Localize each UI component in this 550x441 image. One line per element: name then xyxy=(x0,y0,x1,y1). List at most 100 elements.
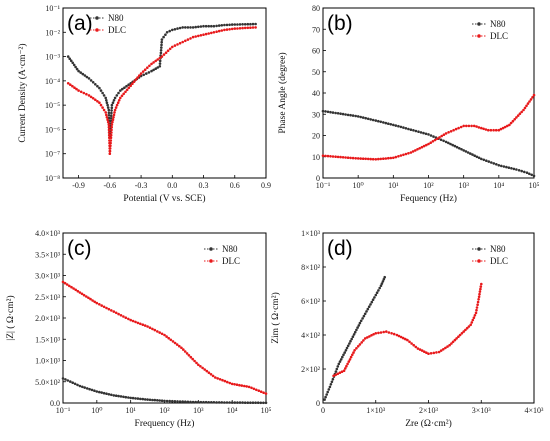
x-tick-label: 10⁻¹ xyxy=(56,406,71,415)
data-point xyxy=(151,327,154,331)
data-point xyxy=(383,275,387,279)
data-point xyxy=(82,91,86,95)
data-point xyxy=(120,94,124,98)
data-point xyxy=(66,379,70,382)
data-point xyxy=(252,387,256,391)
panel-label: (a) xyxy=(67,12,93,35)
data-point xyxy=(114,106,118,109)
data-point xyxy=(460,148,463,151)
data-point xyxy=(156,399,159,402)
data-point xyxy=(189,400,192,404)
data-point xyxy=(247,385,251,389)
data-point xyxy=(352,333,356,336)
y-tick-label: 0 xyxy=(316,399,320,408)
data-point xyxy=(74,288,77,292)
data-point xyxy=(109,136,113,140)
x-axis-label: Zre (Ω·cm²) xyxy=(405,418,452,429)
data-point xyxy=(158,65,162,68)
data-point xyxy=(167,336,170,340)
data-point xyxy=(354,157,358,160)
data-point xyxy=(181,400,184,403)
data-point xyxy=(223,401,226,404)
data-point xyxy=(241,23,244,26)
data-point xyxy=(165,31,169,34)
data-point xyxy=(129,318,132,322)
y-tick-label: 10⁻² xyxy=(45,28,60,37)
data-point xyxy=(85,75,89,79)
data-point xyxy=(327,388,331,391)
data-point xyxy=(106,120,110,124)
data-point xyxy=(209,373,213,376)
data-point xyxy=(356,157,360,160)
panel-c: 10⁻¹ 10⁰ 10¹ 10² 10³ 10⁴ 10⁵ 0.0 5.0×10² 1.0×10³ 1… xyxy=(5,229,272,429)
data-point xyxy=(236,27,239,30)
data-point xyxy=(475,306,479,309)
data-point xyxy=(113,111,116,114)
series-dlc xyxy=(321,93,536,161)
data-point xyxy=(487,160,491,163)
x-tick-label: -0.3 xyxy=(135,181,148,190)
data-point xyxy=(110,393,113,397)
data-point xyxy=(225,28,229,31)
data-point xyxy=(487,128,490,132)
data-point xyxy=(321,154,325,157)
data-point xyxy=(204,32,208,36)
data-point xyxy=(70,285,73,289)
data-point xyxy=(243,384,246,388)
data-point xyxy=(433,138,437,142)
x-tick-label: 1×10³ xyxy=(366,406,386,415)
data-point xyxy=(111,120,114,124)
data-point xyxy=(334,155,337,158)
data-point xyxy=(109,133,113,137)
data-point xyxy=(341,156,345,159)
data-point xyxy=(362,339,365,342)
data-point xyxy=(64,378,67,381)
data-point xyxy=(168,47,172,51)
data-point xyxy=(409,151,413,154)
data-point xyxy=(75,67,79,71)
data-point xyxy=(136,397,140,400)
data-point xyxy=(436,137,439,140)
data-point xyxy=(334,370,338,373)
data-point xyxy=(372,333,375,336)
data-point xyxy=(117,99,121,102)
data-point xyxy=(507,166,511,169)
panel-a: -0.9 -0.6 -0.3 0.0 0.3 0.6 0.9 10⁻⁸ 10⁻⁷ 10⁻⁶ 10⁻⁵… xyxy=(17,4,271,204)
data-point xyxy=(332,374,335,378)
data-point xyxy=(197,34,200,38)
data-point xyxy=(163,399,166,403)
data-point xyxy=(230,382,234,386)
data-point xyxy=(357,324,361,327)
data-point xyxy=(454,127,458,131)
data-point xyxy=(158,62,162,65)
data-point xyxy=(246,26,250,30)
data-point xyxy=(485,159,488,162)
data-point xyxy=(243,26,247,30)
data-point xyxy=(254,401,257,405)
data-point xyxy=(207,24,210,28)
data-point xyxy=(210,401,213,404)
legend-marker xyxy=(477,34,481,38)
x-tick-label: 10⁵ xyxy=(261,406,272,415)
x-tick-label: 0 xyxy=(321,406,325,415)
data-point xyxy=(336,155,340,159)
data-point xyxy=(344,349,348,352)
data-point xyxy=(505,165,508,169)
data-point xyxy=(68,57,71,60)
data-point xyxy=(414,129,418,133)
y-tick-label: 10⁻³ xyxy=(45,53,60,62)
data-point xyxy=(202,400,205,404)
data-point xyxy=(346,113,350,117)
data-point xyxy=(531,96,534,99)
data-point xyxy=(356,115,360,118)
y-tick-label: 4×10² xyxy=(301,331,321,340)
data-point xyxy=(440,134,444,138)
data-point xyxy=(323,398,326,401)
data-point xyxy=(153,328,157,332)
data-point xyxy=(210,24,213,28)
x-tick-label: 4×10³ xyxy=(525,406,545,415)
data-point xyxy=(414,345,418,349)
data-point xyxy=(494,128,498,132)
data-point xyxy=(397,124,400,128)
data-point xyxy=(181,40,184,44)
